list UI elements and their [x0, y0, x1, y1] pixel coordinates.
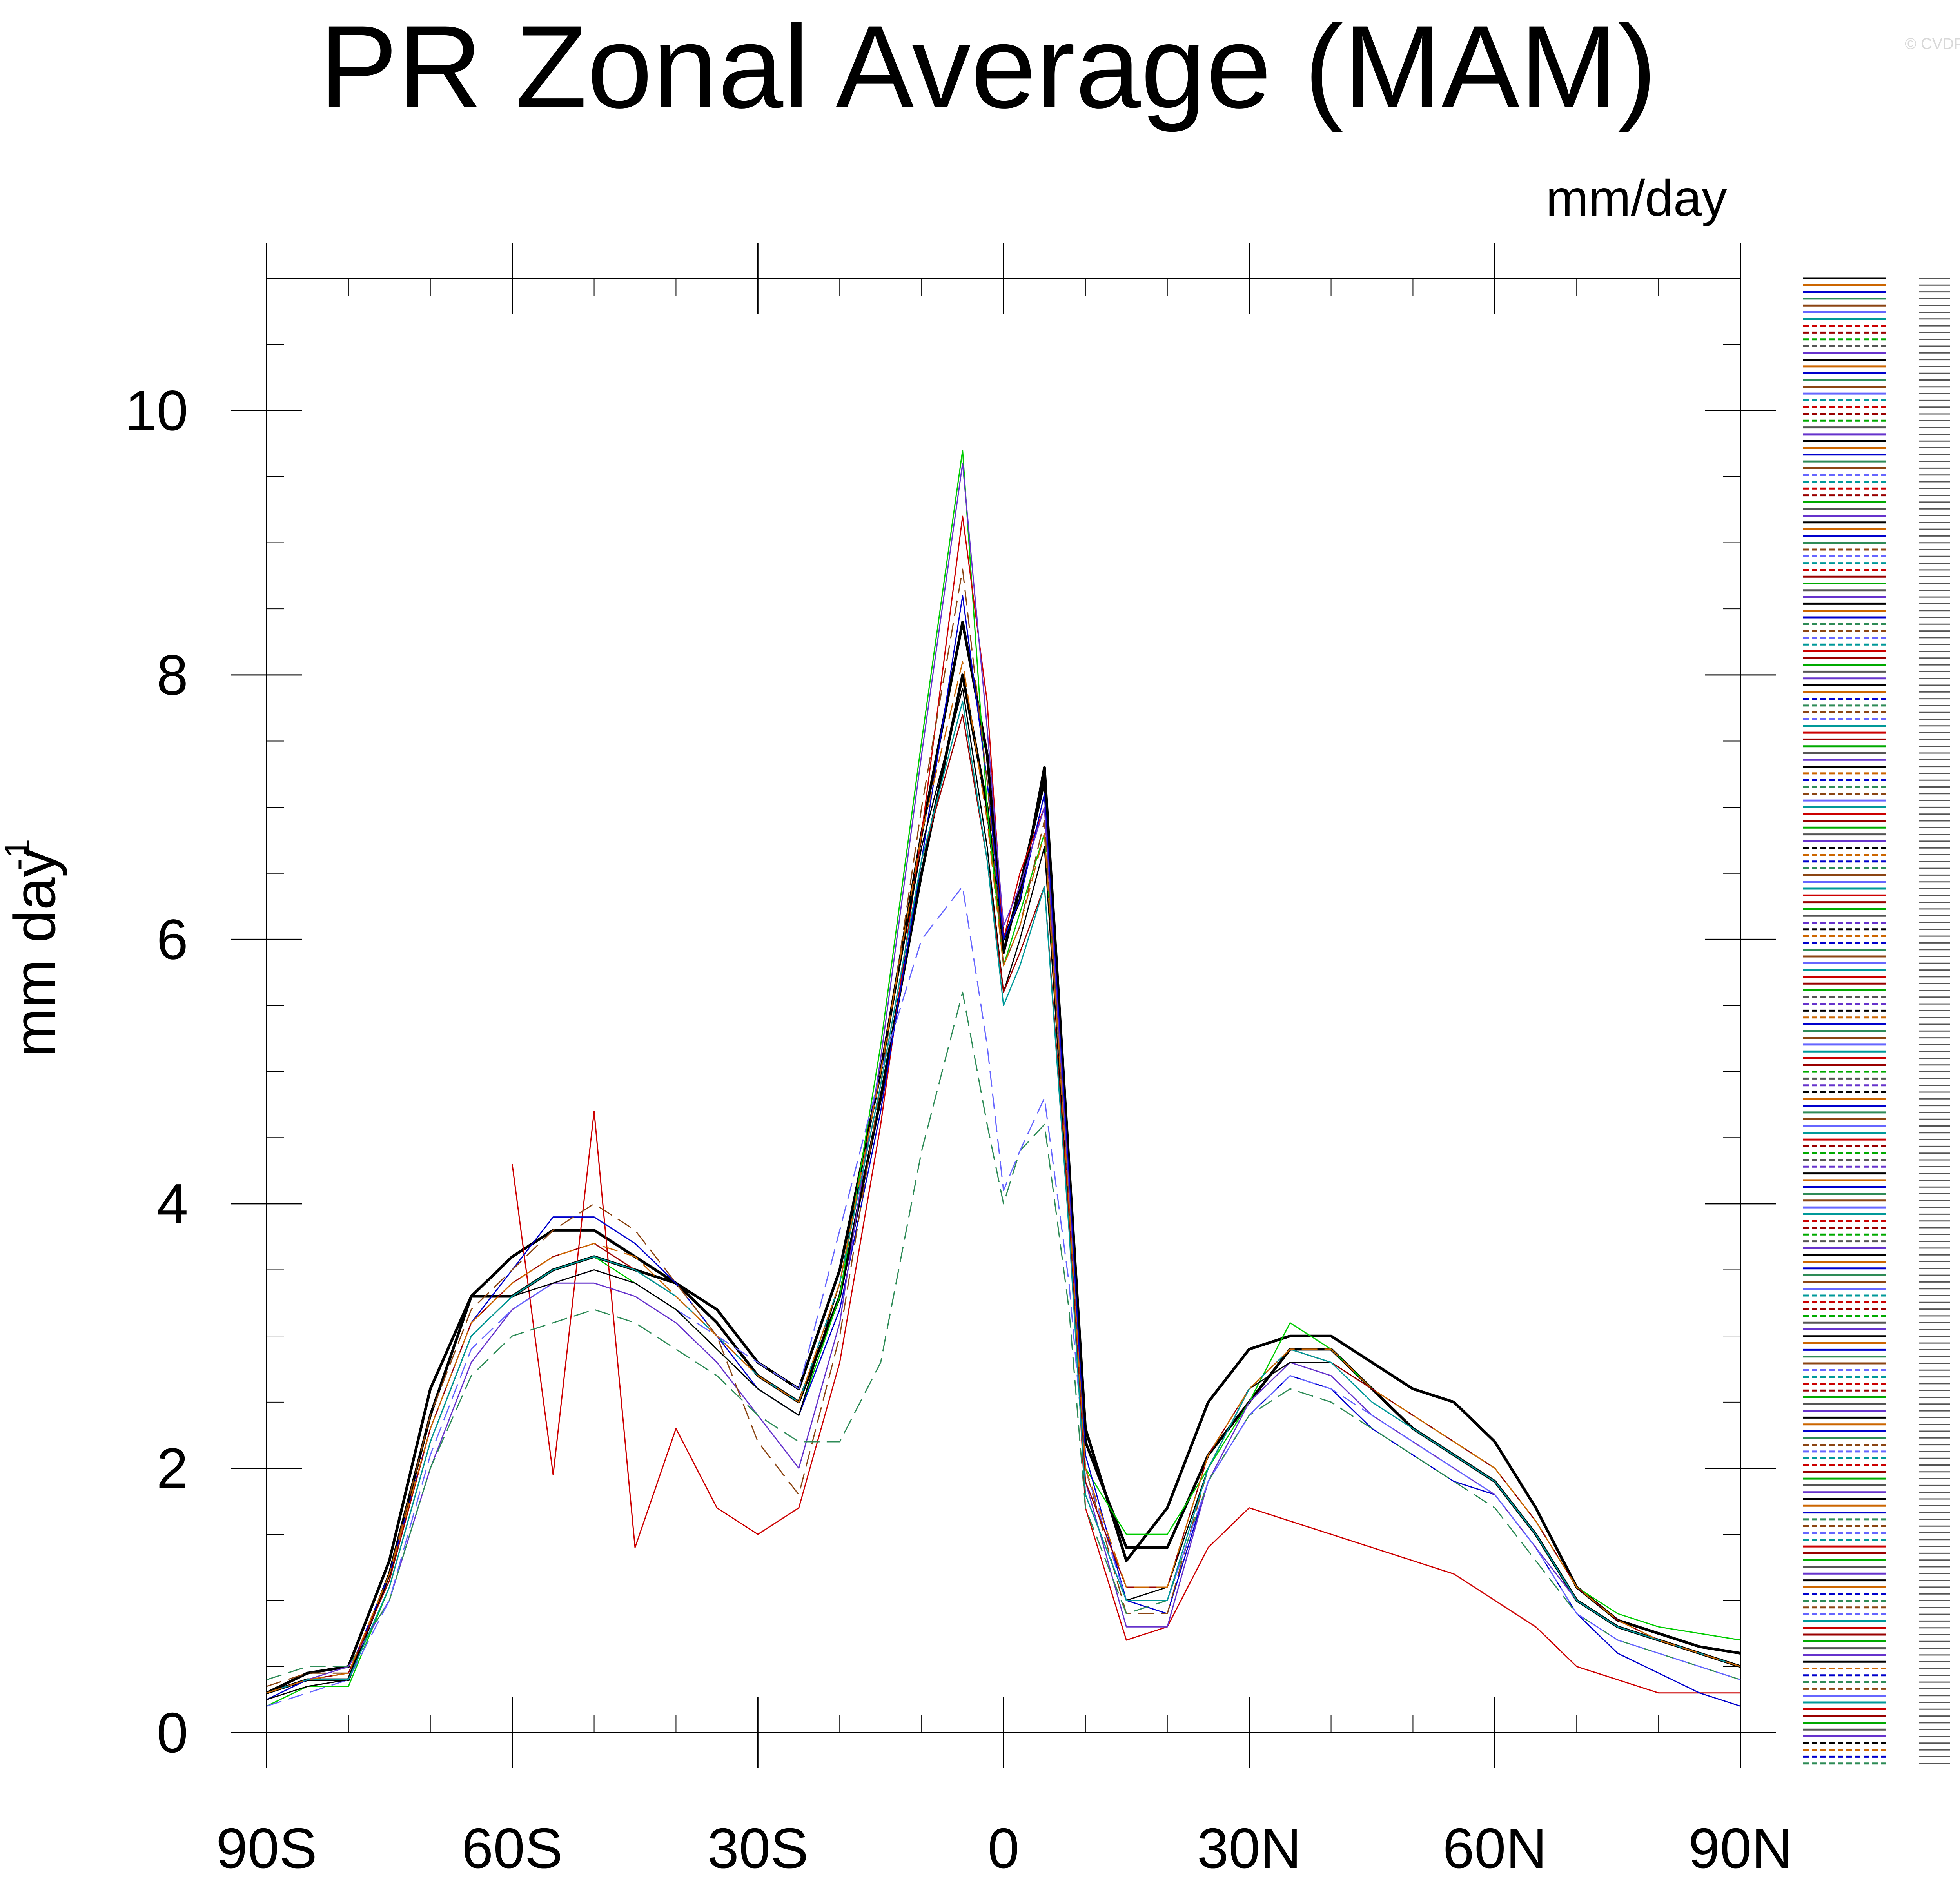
x-tick-label: 30N [1197, 1816, 1301, 1880]
series-line [266, 450, 1741, 1707]
x-tick-label: 30S [707, 1816, 808, 1880]
y-tick-label: 6 [156, 907, 188, 971]
series-line [266, 688, 1741, 1700]
copyright-mark: © CVDP [1905, 35, 1960, 53]
chart-title: PR Zonal Average (MAM) [319, 1, 1657, 132]
x-tick-label: 60N [1443, 1816, 1547, 1880]
series-line [266, 661, 1741, 1694]
series-line [266, 621, 1741, 1694]
series-line [512, 515, 1740, 1694]
series-line [266, 463, 1741, 1694]
x-tick-label: 60S [462, 1816, 563, 1880]
y-axis-title: mm day [2, 848, 67, 1057]
axes: 90S 60S 30S 0 30N 60N 90N 0 2 4 6 8 10 [125, 243, 1793, 1880]
series-line [266, 886, 1741, 1707]
y-axis-title-superscript: -1 [0, 839, 37, 870]
series-line [266, 673, 1741, 1695]
series-line [266, 991, 1741, 1680]
y-axis-label: mm day -1 [0, 839, 67, 1057]
series-line [266, 568, 1741, 1687]
series-lines [266, 450, 1741, 1707]
x-tick-label: 0 [988, 1816, 1020, 1880]
y-tick-label: 4 [156, 1172, 188, 1236]
series-line [266, 595, 1741, 1707]
legend [1803, 277, 1950, 1765]
y-tick-label: 0 [156, 1701, 188, 1764]
y-tick-label: 8 [156, 643, 188, 707]
y-tick-label: 2 [156, 1436, 188, 1500]
y-tick-label: 10 [125, 379, 188, 442]
series-line [266, 700, 1741, 1694]
units-label: mm/day [1546, 169, 1727, 227]
x-tick-label: 90S [216, 1816, 317, 1880]
x-tick-label: 90N [1688, 1816, 1793, 1880]
